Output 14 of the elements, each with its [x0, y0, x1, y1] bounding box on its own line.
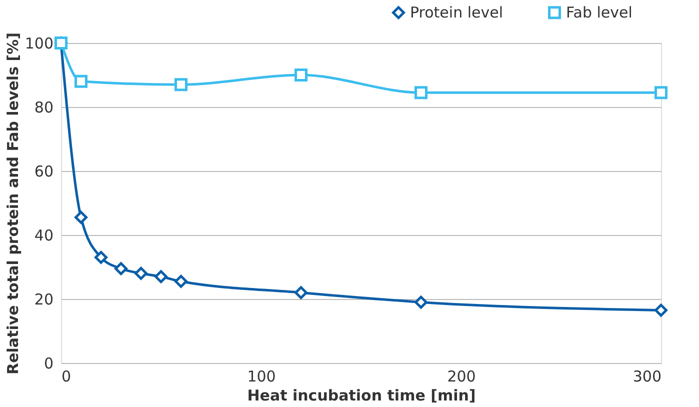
y-tick-label: 100 — [24, 34, 54, 52]
legend-label: Fab level — [566, 4, 632, 22]
legend-label: Protein level — [410, 4, 504, 22]
x-tick-label: 100 — [247, 368, 276, 386]
x-tick-label: 200 — [447, 368, 476, 386]
y-tick-label: 40 — [34, 226, 54, 244]
y-tick-label: 80 — [34, 98, 54, 116]
y-axis-title: Relative total protein and Fab levels [%] — [4, 32, 22, 374]
y-tick-label: 20 — [34, 290, 54, 308]
x-tick-label: 0 — [62, 368, 72, 386]
y-tick-label: 60 — [34, 162, 54, 180]
x-tick-label: 300 — [632, 368, 662, 386]
y-tick-label: 0 — [44, 354, 54, 372]
x-axis-title: Heat incubation time [min] — [247, 386, 476, 404]
